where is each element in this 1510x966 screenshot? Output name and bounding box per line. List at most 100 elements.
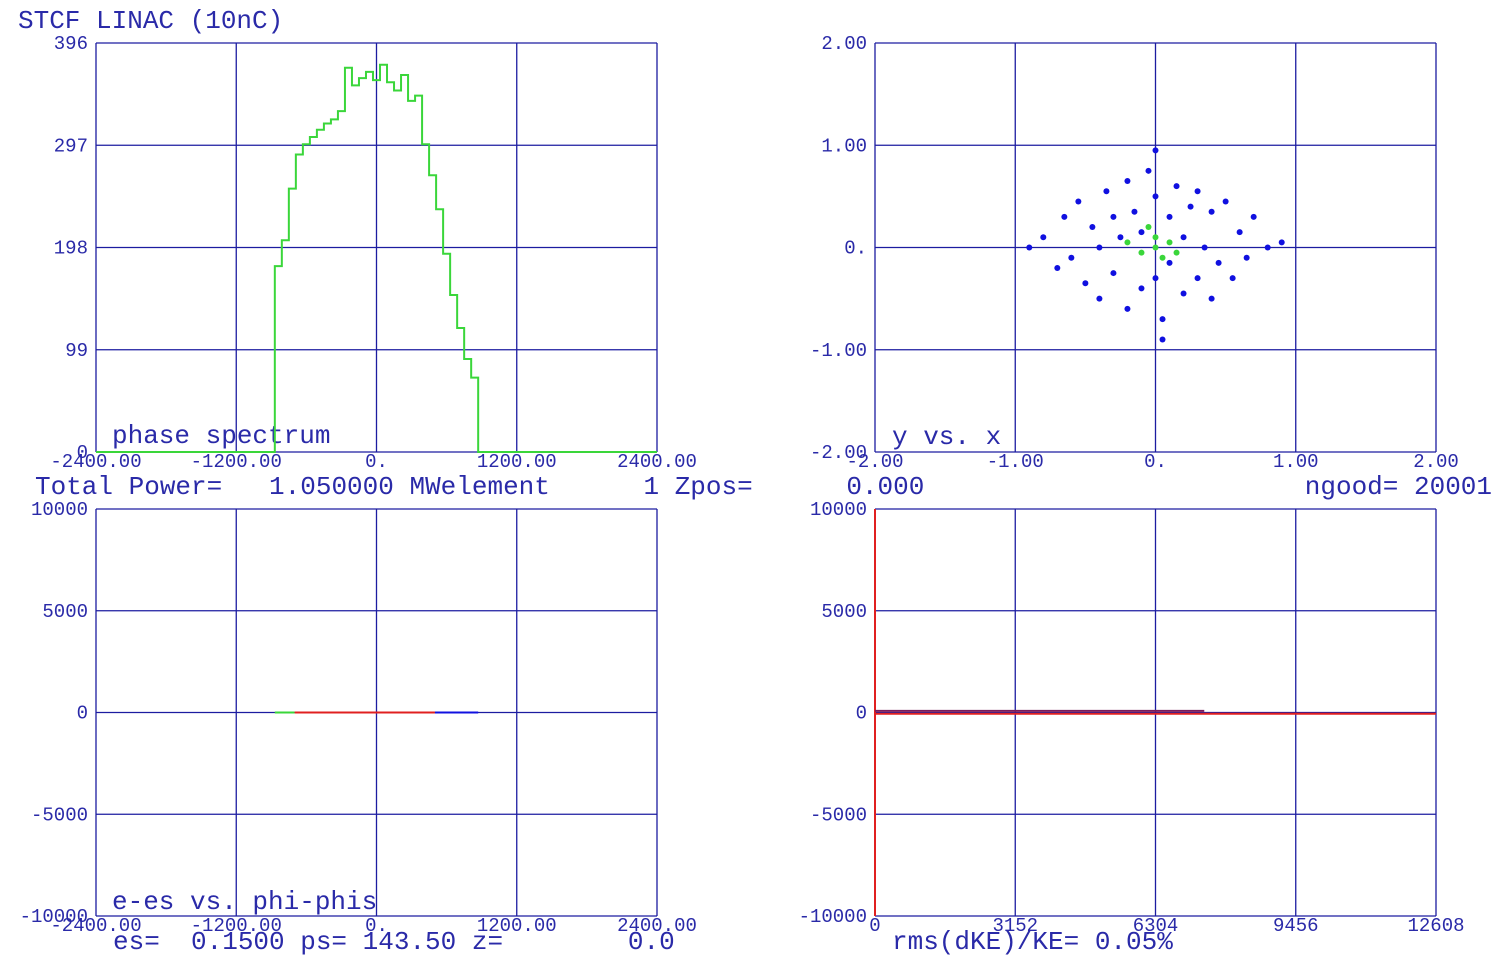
y-tick-label: 99	[65, 340, 88, 362]
y-tick-label: 0	[77, 442, 88, 464]
y-tick-label: -1.00	[810, 340, 867, 362]
scatter-point	[1173, 249, 1180, 256]
scatter-point	[1152, 244, 1159, 251]
scatter-point	[1082, 280, 1089, 287]
x-tick-label: 9456	[1273, 915, 1319, 937]
scatter-point	[1124, 239, 1131, 246]
plot-label: phase spectrum	[112, 421, 330, 451]
scatter-point	[1201, 244, 1208, 251]
x-tick-label: 1.00	[1273, 451, 1319, 473]
y-tick-label: 0	[856, 703, 867, 725]
y-tick-label: 10000	[810, 499, 867, 521]
scatter-point	[1068, 254, 1075, 261]
scatter-point	[1180, 290, 1187, 297]
y-tick-label: 396	[54, 33, 88, 55]
ngood: ngood= 20001	[1305, 472, 1492, 502]
y-tick-label: -5000	[31, 804, 88, 826]
scatter-point	[1166, 259, 1173, 266]
x-tick-label: 2400.00	[617, 915, 697, 937]
scatter-point	[1152, 234, 1159, 241]
scatter-point	[1194, 275, 1201, 282]
scatter-point	[1138, 285, 1145, 292]
x-tick-label: 0	[869, 915, 880, 937]
y-tick-label: 0.	[844, 238, 867, 260]
x-tick-label: 1200.00	[477, 451, 557, 473]
figure-title: STCF LINAC (10nC)	[18, 6, 283, 36]
scatter-point	[1236, 229, 1243, 236]
scatter-point	[1096, 244, 1103, 251]
scatter-point	[1166, 213, 1173, 220]
y-tick-label: 1.00	[821, 135, 867, 157]
scatter-point	[1145, 167, 1152, 174]
scatter-point	[1124, 178, 1131, 185]
scatter-point	[1187, 203, 1194, 210]
scatter-point	[1096, 295, 1103, 302]
x-tick-label: 2400.00	[617, 451, 697, 473]
x-tick-label: -2400.00	[50, 915, 141, 937]
scatter-point	[1040, 234, 1047, 241]
y-tick-label: 10000	[31, 499, 88, 521]
y-tick-label: 297	[54, 135, 88, 157]
y-tick-label: 5000	[42, 601, 88, 623]
scatter-point	[1208, 295, 1215, 302]
y-tick-label: 2.00	[821, 33, 867, 55]
scatter-point	[1117, 234, 1124, 241]
scatter-point	[1131, 208, 1138, 215]
scatter-point	[1208, 208, 1215, 215]
scatter-point	[1194, 188, 1201, 195]
scatter-point	[1138, 229, 1145, 236]
x-tick-label: 0.	[365, 915, 388, 937]
scatter-point	[1264, 244, 1271, 251]
scatter-point	[1159, 336, 1166, 343]
scatter-point	[1222, 198, 1229, 205]
info-line: Total Power= 1.050000 MWelement 1 Zpos= …	[35, 472, 924, 502]
x-tick-label: 12608	[1407, 915, 1464, 937]
scatter-point	[1145, 224, 1152, 231]
scatter-point	[1152, 147, 1159, 154]
scatter-point	[1124, 305, 1131, 312]
scatter-point	[1110, 213, 1117, 220]
y-tick-label: -5000	[810, 804, 867, 826]
x-tick-label: -2.00	[846, 451, 903, 473]
scatter-point	[1180, 234, 1187, 241]
x-tick-label: -1200.00	[191, 451, 282, 473]
y-tick-label: 0	[77, 703, 88, 725]
data-line	[96, 63, 657, 453]
y-tick-label: -2.00	[810, 442, 867, 464]
x-tick-label: 6304	[1133, 915, 1179, 937]
scatter-point	[1250, 213, 1257, 220]
y-tick-label: -10000	[20, 906, 88, 928]
scatter-point	[1061, 213, 1068, 220]
scatter-point	[1278, 239, 1285, 246]
scatter-point	[1159, 316, 1166, 323]
scatter-point	[1166, 239, 1173, 246]
scatter-point	[1152, 275, 1159, 282]
scatter-point	[1138, 249, 1145, 256]
data-line	[874, 509, 1436, 916]
x-tick-label: 0.	[365, 451, 388, 473]
plot-label: rms(dKE)/KE= 0.05%	[892, 927, 1173, 957]
footer: es= 0.1500 ps= 143.50 z= 0.0	[113, 927, 675, 957]
scatter-point	[1110, 270, 1117, 277]
scatter-point	[1026, 244, 1033, 251]
scatter-point	[1075, 198, 1082, 205]
scatter-point	[1089, 224, 1096, 231]
x-tick-label: 2.00	[1413, 451, 1459, 473]
y-tick-label: 198	[54, 238, 88, 260]
plot-label: e-es vs. phi-phis	[112, 887, 377, 917]
scatter-point	[1152, 193, 1159, 200]
x-tick-label: 1200.00	[477, 915, 557, 937]
x-tick-label: -1.00	[987, 451, 1044, 473]
scatter-point	[1103, 188, 1110, 195]
y-tick-label: -10000	[799, 906, 867, 928]
scatter-point	[1054, 264, 1061, 271]
scatter-point	[1215, 259, 1222, 266]
x-tick-label: 0.	[1144, 451, 1167, 473]
x-tick-label: -2400.00	[50, 451, 141, 473]
scatter-point	[1243, 254, 1250, 261]
scatter-point	[1229, 275, 1236, 282]
y-tick-label: 5000	[821, 601, 867, 623]
plot-label: y vs. x	[892, 422, 1001, 452]
x-tick-label: 3152	[992, 915, 1038, 937]
